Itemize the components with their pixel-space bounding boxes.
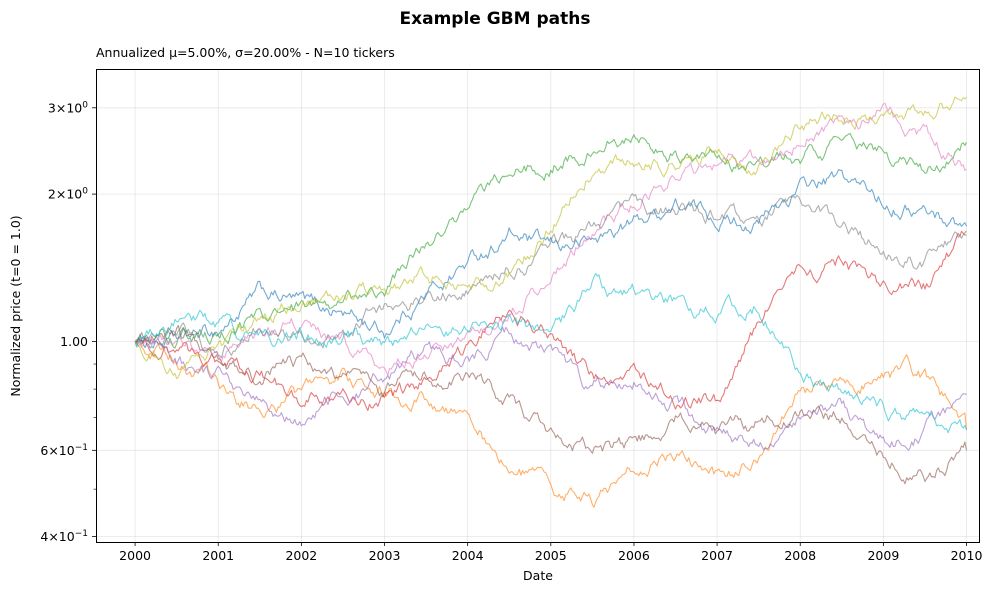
plot-frame — [96, 69, 980, 543]
y-tick-label-base: 6 — [40, 443, 48, 458]
y-tick-label-times: ×10 — [48, 529, 74, 544]
x-tick-label: 2005 — [535, 548, 567, 563]
y-tick-label-exp: −1 — [75, 443, 88, 453]
y-tick-label-exp: 0 — [82, 100, 88, 110]
y-tick-label: 6×10−1 — [40, 443, 88, 458]
grid — [96, 69, 979, 542]
x-tick-label: 2002 — [285, 548, 317, 563]
series-lines — [134, 96, 968, 508]
series-line — [134, 272, 968, 434]
y-tick-label: 2×100 — [48, 187, 88, 202]
series-line — [134, 96, 967, 380]
series-line — [135, 340, 968, 508]
series-line — [135, 324, 968, 485]
series-line — [134, 132, 967, 349]
x-tick-label: 2000 — [119, 548, 151, 563]
chart-title: Example GBM paths — [400, 9, 591, 29]
x-axis-label: Date — [523, 568, 553, 583]
y-tick-label-base: 2 — [48, 187, 56, 202]
x-axis: 2000 2001 2002 2003 2004 2005 2006 2007 2008 2009… — [119, 542, 982, 563]
y-tick-label-times: ×10 — [48, 443, 74, 458]
series-line — [134, 230, 967, 412]
y-axis-label: Normalized price (t=0 = 1.0) — [8, 215, 23, 396]
y-tick-label-base: 3 — [48, 100, 56, 115]
y-tick-label: 3×100 — [48, 100, 88, 115]
x-tick-label: 2004 — [452, 548, 484, 563]
y-tick-label-exp: 0 — [82, 187, 88, 197]
x-tick-label: 2003 — [369, 548, 401, 563]
y-tick-label-times: ×10 — [56, 187, 82, 202]
x-tick-label: 2001 — [202, 548, 234, 563]
y-tick-label-base: 4 — [40, 529, 48, 544]
x-tick-label: 2009 — [867, 548, 899, 563]
x-tick-label: 2007 — [701, 548, 733, 563]
x-tick-label: 2006 — [618, 548, 650, 563]
series-line — [134, 169, 968, 349]
y-tick-label-times: ×10 — [56, 100, 82, 115]
series-line — [134, 193, 967, 359]
series-line — [134, 326, 967, 451]
y-tick-label-exp: −1 — [75, 529, 88, 539]
x-tick-label: 2010 — [951, 548, 983, 563]
y-tick-label: 1.00 — [60, 334, 88, 349]
chart-subtitle: Annualized μ=5.00%, σ=20.00% - N=10 tick… — [96, 45, 395, 60]
y-tick-label: 4×10−1 — [40, 529, 88, 544]
x-tick-label: 2008 — [784, 548, 816, 563]
